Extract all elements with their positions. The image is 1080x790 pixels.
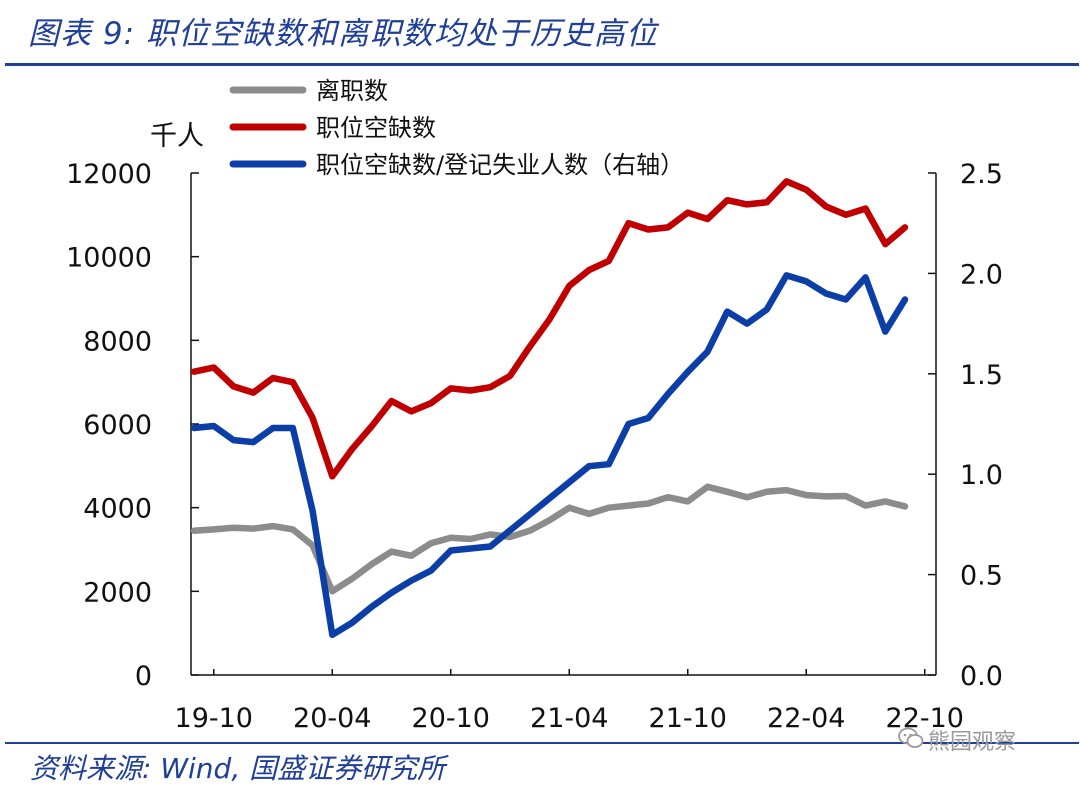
series-lines <box>190 178 909 639</box>
legend-label-2: 职位空缺数/登记失业人数（右轴） <box>316 151 684 179</box>
right-axis-tick-label: 1.5 <box>960 360 1003 391</box>
left-axis-tick-label: 6000 <box>83 410 152 441</box>
left-axis-tick-label: 12000 <box>66 159 152 190</box>
chart-title: 图表 9: 职位空缺数和离职数均处于历史高位 <box>28 16 658 52</box>
watermark: 熊园观察 <box>898 724 1016 756</box>
x-axis-tick-label: 22-04 <box>767 703 845 734</box>
series-line-1 <box>190 178 909 480</box>
x-axis-tick-label: 20-04 <box>293 703 371 734</box>
left-axis-tick-label: 2000 <box>83 577 152 608</box>
right-axis-tick-label: 0.5 <box>960 561 1003 592</box>
series-line-2 <box>190 272 909 639</box>
series-line-0 <box>190 483 909 595</box>
legend-label-1: 职位空缺数 <box>316 114 436 142</box>
right-axis-tick-label: 2.5 <box>960 159 1003 190</box>
y-unit-label: 千人 <box>150 121 204 152</box>
right-axis-ticks: 0.0 0.5 1.0 1.5 2.0 2.5 <box>928 159 1003 692</box>
x-axis-tick-label: 20-10 <box>412 703 490 734</box>
right-axis-tick-label: 1.0 <box>960 460 1003 491</box>
legend-label-0: 离职数 <box>316 77 388 105</box>
right-axis-tick-label: 0.0 <box>960 661 1003 692</box>
left-axis-tick-label: 10000 <box>66 243 152 274</box>
x-axis-tick-label: 21-04 <box>530 703 608 734</box>
title-rule <box>5 63 1079 66</box>
x-axis-tick-label: 21-10 <box>649 703 727 734</box>
axes <box>190 173 937 676</box>
x-axis-tick-label: 19-10 <box>175 703 253 734</box>
left-axis-ticks: 0 2000 4000 6000 8000 10000 12000 <box>66 159 199 692</box>
footer-rule <box>5 742 1079 744</box>
x-axis-ticks: 19-10 20-04 20-10 21-04 21-10 22-04 22-10 <box>175 669 964 734</box>
source-note: 资料来源: Wind, 国盛证券研究所 <box>30 752 446 785</box>
x-axis-tick-label: 22-10 <box>886 703 964 734</box>
left-axis-tick-label: 0 <box>135 661 152 692</box>
left-axis-tick-label: 8000 <box>83 326 152 357</box>
wechat-icon <box>898 727 924 755</box>
left-axis-tick-label: 4000 <box>83 494 152 525</box>
right-axis-tick-label: 2.0 <box>960 259 1003 290</box>
watermark-text: 熊园观察 <box>928 730 1017 755</box>
